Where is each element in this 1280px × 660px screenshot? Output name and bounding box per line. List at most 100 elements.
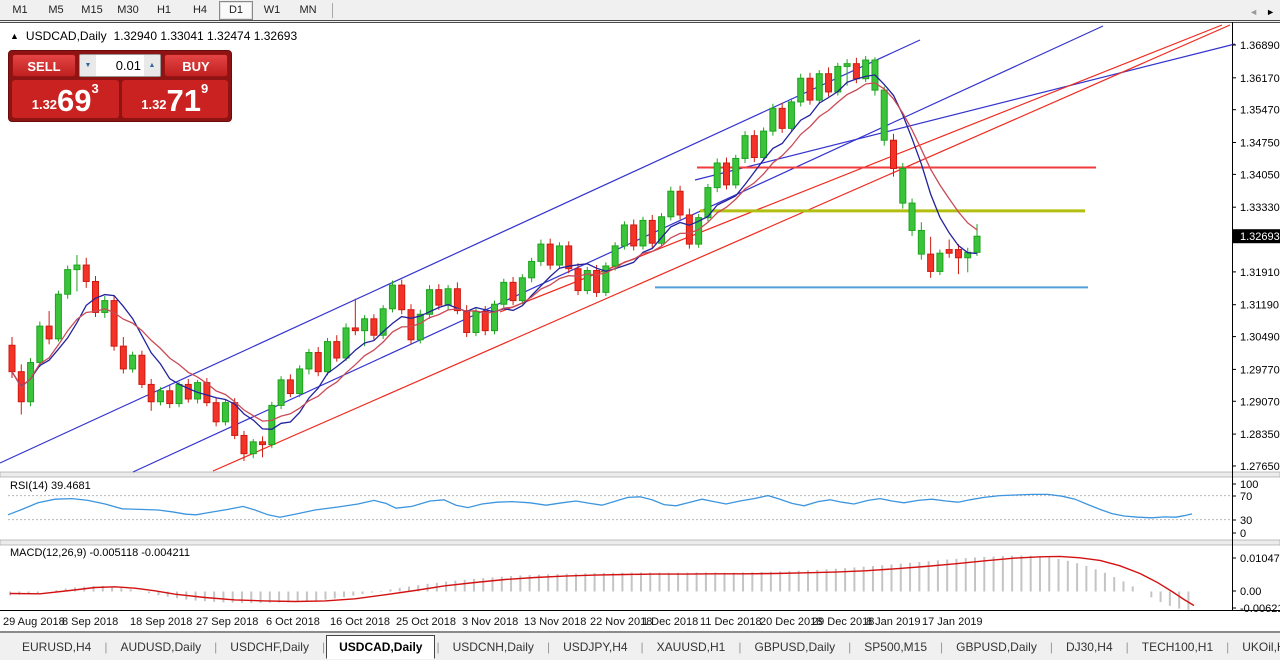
candle-body	[110, 300, 118, 347]
timeframe-button-m30[interactable]: M30	[117, 3, 139, 16]
price-axis-label: 1.33330	[1240, 202, 1280, 214]
tab-eurusd-h4[interactable]: EURUSD,H4	[22, 639, 92, 654]
candle-body	[407, 309, 415, 341]
candle-body	[890, 139, 898, 169]
tab-separator: |	[738, 639, 742, 654]
date-axis-label: 20 Dec 2018	[760, 616, 822, 628]
date-axis-label: 8 Jan 2019	[866, 616, 920, 628]
tab-separator: |	[1226, 639, 1230, 654]
price-axis-label: 1.36890	[1240, 40, 1280, 52]
candle-body	[64, 269, 72, 295]
candle-body	[732, 157, 740, 186]
tab-gbpusd-daily[interactable]: GBPUSD,Daily	[956, 639, 1037, 654]
candle-body	[500, 281, 508, 305]
timeframe-button-mn[interactable]: MN	[299, 3, 317, 16]
date-axis-label: 25 Oct 2018	[396, 616, 456, 628]
tab-separator: |	[214, 639, 218, 654]
buy-button[interactable]: BUY	[164, 54, 228, 77]
tab-separator: |	[1049, 639, 1053, 654]
timeframe-button-d1[interactable]: D1	[219, 0, 253, 20]
candle-body	[537, 243, 545, 262]
tab-usdcad-daily[interactable]: USDCAD,Daily	[326, 634, 436, 659]
candle-body	[259, 441, 267, 446]
date-axis-label: 3 Nov 2018	[462, 616, 518, 628]
candle-body	[27, 362, 35, 403]
tab-separator: |	[321, 639, 326, 654]
candle-body	[221, 402, 229, 423]
rsi-line	[7, 493, 1193, 519]
volume-decrease-button[interactable]: ▼	[80, 55, 96, 76]
volume-input[interactable]	[96, 55, 144, 76]
rsi-indicator-label: RSI(14) 39.4681	[10, 480, 91, 492]
sell-quote-button[interactable]: 1.32 69 3	[12, 80, 119, 118]
timeframe-button-h4[interactable]: H4	[192, 3, 208, 16]
tab-gbpusd-daily[interactable]: GBPUSD,Daily	[754, 639, 836, 654]
candle-body	[305, 352, 313, 370]
tab-dj30-h4[interactable]: DJ30,H4	[1065, 639, 1113, 654]
candle-body	[843, 63, 851, 67]
candle-body	[323, 341, 331, 373]
candle-body	[82, 264, 90, 282]
candle-body	[314, 352, 322, 373]
candle-body	[528, 260, 536, 279]
tab-scroll-left-icon[interactable]: ◄	[1249, 7, 1259, 17]
chart-symbol-label: USDCAD,Daily	[25, 29, 107, 43]
candle-body	[416, 313, 424, 341]
candle-body	[574, 268, 582, 292]
timeframe-toolbar: M1 M5 M15 M30 H1 H4 D1 W1 MN	[0, 0, 1280, 21]
candle-body	[156, 390, 164, 403]
date-axis-label: 22 Nov 2018	[590, 616, 652, 628]
candle-body	[927, 253, 935, 272]
date-axis-label: 1 Dec 2018	[642, 616, 698, 628]
tab-separator: |	[104, 639, 108, 654]
macd-axis-label: 0.010474	[1240, 553, 1280, 565]
timeframe-button-m5[interactable]: M5	[48, 3, 64, 16]
candle-body	[667, 190, 675, 218]
timeframe-button-h1[interactable]: H1	[156, 3, 172, 16]
timeframe-button-m1[interactable]: M1	[12, 3, 28, 16]
timeframe-button-w1[interactable]: W1	[263, 3, 281, 16]
current-price-tag	[1233, 229, 1280, 244]
candle-body	[361, 318, 369, 332]
candle-body	[815, 73, 823, 101]
tab-tech100-h1[interactable]: TECH100,H1	[1141, 639, 1214, 654]
tab-separator: |	[640, 639, 644, 654]
candle-body	[630, 224, 638, 247]
timeframe-button-m15[interactable]: M15	[81, 3, 103, 16]
candle-body	[787, 101, 795, 129]
tab-audusd-daily[interactable]: AUDUSD,Daily	[120, 639, 202, 654]
tab-xauusd-h1[interactable]: XAUUSD,H1	[656, 639, 726, 654]
candle-body	[825, 73, 833, 93]
collapse-trade-panel-icon[interactable]: ▲	[10, 31, 19, 41]
tab-ukoil-h1[interactable]: UKOil,H1	[1242, 639, 1280, 654]
candle-body	[676, 190, 684, 216]
candle-body	[602, 265, 610, 293]
candle-body	[593, 270, 601, 293]
candle-body	[722, 162, 730, 186]
candle-body	[945, 249, 953, 254]
volume-increase-button[interactable]: ▲	[144, 55, 160, 76]
tab-scroll-right-icon[interactable]: ►	[1266, 7, 1275, 17]
price-axis-label: 1.31190	[1240, 300, 1279, 312]
current-price-label: 1.32693	[1240, 231, 1280, 243]
buy-price-prefix: 1.32	[141, 97, 167, 112]
buy-price-pip: 9	[201, 81, 209, 96]
tab-sp500-m15[interactable]: SP500,M15	[864, 639, 928, 654]
date-axis-label: 13 Nov 2018	[524, 616, 586, 628]
chart-title: ▲ USDCAD,Daily 1.32940 1.33041 1.32474 1…	[10, 29, 297, 43]
tab-usdcnh-daily[interactable]: USDCNH,Daily	[452, 639, 534, 654]
tab-usdchf-daily[interactable]: USDCHF,Daily	[230, 639, 309, 654]
date-axis-label: 11 Dec 2018	[700, 616, 762, 628]
candle-body	[908, 202, 916, 231]
sell-button[interactable]: SELL	[12, 54, 76, 77]
volume-control: ▼ ▲	[79, 54, 161, 77]
buy-quote-button[interactable]: 1.32 71 9	[121, 80, 228, 118]
tab-separator: |	[940, 639, 944, 654]
candle-body	[936, 252, 944, 272]
candle-body	[713, 162, 721, 189]
price-axis-label: 1.34750	[1240, 137, 1280, 149]
tab-usdjpy-h4[interactable]: USDJPY,H4	[563, 639, 628, 654]
toolbar-separator	[332, 2, 333, 18]
